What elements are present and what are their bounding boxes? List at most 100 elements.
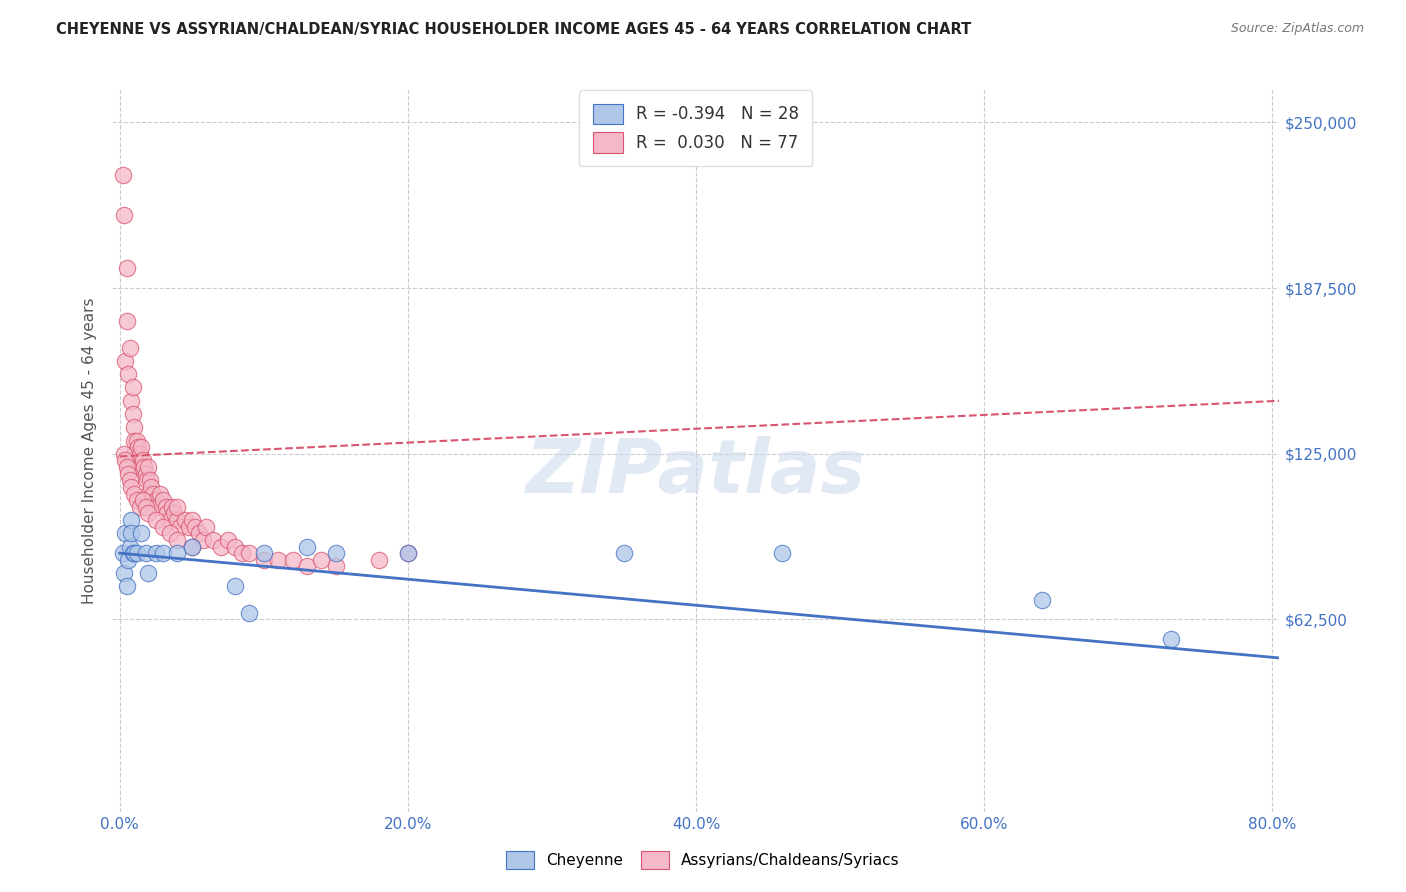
Point (135, 546, 157, 560)
Point (253, 546, 276, 560)
Point (120, 526, 142, 541)
Point (295, 540, 318, 554)
Point (132, 493, 155, 508)
Point (281, 553, 304, 567)
Point (111, 169, 134, 183)
Point (145, 493, 167, 508)
Point (122, 434, 145, 448)
Point (217, 533, 239, 547)
Point (128, 447, 150, 461)
Point (122, 420, 145, 434)
Point (125, 546, 148, 560)
Point (115, 314, 138, 328)
Point (114, 526, 136, 541)
Point (122, 486, 145, 500)
Point (156, 507, 179, 521)
Point (129, 460, 152, 475)
Point (173, 513, 195, 527)
Point (325, 546, 347, 560)
Point (368, 553, 391, 567)
Point (253, 553, 276, 567)
Text: CHEYENNE VS ASSYRIAN/CHALDEAN/SYRIAC HOUSEHOLDER INCOME AGES 45 - 64 YEARS CORRE: CHEYENNE VS ASSYRIAN/CHALDEAN/SYRIAC HOU… (56, 22, 972, 37)
Point (1160, 632, 1182, 647)
Point (121, 380, 143, 394)
Point (118, 473, 141, 487)
Point (114, 453, 136, 467)
Legend: Cheyenne, Assyrians/Chaldeans/Syriacs: Cheyenne, Assyrians/Chaldeans/Syriacs (501, 845, 905, 875)
Point (169, 519, 191, 533)
Point (311, 553, 333, 567)
Point (160, 500, 183, 514)
Text: Source: ZipAtlas.com: Source: ZipAtlas.com (1230, 22, 1364, 36)
Point (155, 500, 177, 514)
Legend: R = -0.394   N = 28, R =  0.030   N = 77: R = -0.394 N = 28, R = 0.030 N = 77 (579, 90, 813, 166)
Point (135, 500, 157, 514)
Point (231, 546, 253, 560)
Point (152, 493, 174, 508)
Point (396, 546, 419, 560)
Point (112, 447, 135, 461)
Point (267, 553, 290, 567)
Point (111, 546, 134, 560)
Point (112, 566, 135, 580)
Point (136, 473, 159, 487)
Point (202, 533, 225, 547)
Point (120, 513, 142, 527)
Point (134, 460, 156, 475)
Point (125, 434, 148, 448)
Point (120, 393, 142, 408)
Point (118, 341, 141, 355)
Point (177, 519, 200, 533)
Point (121, 546, 143, 560)
Point (138, 486, 160, 500)
Point (114, 354, 136, 368)
Point (180, 540, 202, 554)
Point (129, 526, 152, 541)
Point (120, 480, 142, 494)
Point (180, 540, 202, 554)
Point (127, 440, 149, 454)
Point (117, 467, 139, 481)
Point (117, 553, 139, 567)
Point (122, 447, 145, 461)
Point (112, 208, 135, 222)
Point (117, 368, 139, 382)
Point (187, 526, 209, 541)
Point (145, 513, 167, 527)
Point (152, 546, 174, 560)
Point (325, 559, 347, 574)
Point (159, 526, 181, 541)
Point (180, 513, 202, 527)
Point (142, 486, 165, 500)
Y-axis label: Householder Income Ages 45 - 64 years: Householder Income Ages 45 - 64 years (82, 297, 97, 604)
Point (396, 546, 419, 560)
Point (129, 440, 152, 454)
Point (238, 606, 260, 620)
Point (121, 407, 143, 421)
Point (115, 579, 138, 593)
Point (115, 261, 138, 276)
Point (224, 579, 246, 593)
Point (115, 460, 138, 475)
Point (195, 519, 218, 533)
Point (138, 460, 160, 475)
Point (193, 533, 215, 547)
Point (139, 473, 162, 487)
Point (152, 519, 174, 533)
Point (238, 546, 260, 560)
Point (166, 500, 188, 514)
Point (613, 546, 636, 560)
Point (295, 559, 318, 574)
Point (770, 546, 793, 560)
Point (183, 519, 205, 533)
Point (135, 467, 157, 481)
Point (141, 480, 163, 494)
Point (166, 533, 188, 547)
Point (224, 540, 246, 554)
Point (149, 486, 172, 500)
Point (163, 507, 186, 521)
Point (209, 540, 232, 554)
Point (122, 546, 145, 560)
Point (1031, 592, 1053, 607)
Point (159, 513, 181, 527)
